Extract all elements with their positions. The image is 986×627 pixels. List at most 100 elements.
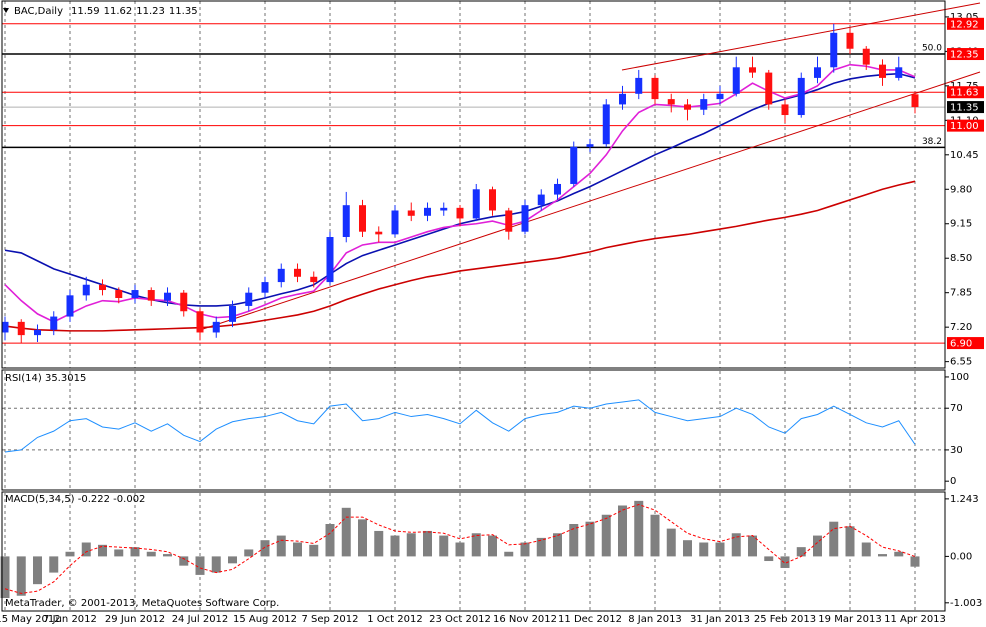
level-label: 6.90 xyxy=(950,339,972,350)
x-tick-label: 25 Feb 2013 xyxy=(754,614,816,625)
histogram-bar xyxy=(114,549,124,557)
candle-body xyxy=(440,207,448,211)
y-tick-label: 7.20 xyxy=(950,322,972,333)
candle-body xyxy=(781,104,789,116)
histogram-bar xyxy=(796,547,806,557)
y-tick-label: 1.243 xyxy=(950,494,979,505)
candle-body xyxy=(505,210,513,232)
level-box xyxy=(947,101,984,114)
candle-body xyxy=(342,205,350,238)
candle-body xyxy=(619,93,626,105)
candle-body xyxy=(180,292,188,312)
histogram-bar xyxy=(16,556,26,596)
histogram-bar xyxy=(423,530,432,557)
candle-body xyxy=(537,194,545,206)
macd-title: MACD(5,34,5) -0.222 -0.002 xyxy=(5,494,145,505)
candle-body xyxy=(294,268,301,277)
candle-body xyxy=(164,292,171,301)
histogram-bar xyxy=(65,551,75,557)
x-tick-label: 24 Jul 2012 xyxy=(172,614,229,625)
menu-icon xyxy=(3,8,9,13)
histogram-bar xyxy=(211,556,221,573)
candle-body xyxy=(359,205,366,232)
histogram-bar xyxy=(358,519,367,557)
y-tick-label: 30 xyxy=(950,445,963,456)
fib-label: 50.0 xyxy=(922,44,942,54)
x-tick-label: 1 Oct 2012 xyxy=(367,614,422,625)
histogram-bar xyxy=(130,547,140,557)
candle-body xyxy=(115,290,123,298)
histogram-bar xyxy=(471,533,481,557)
y-tick-label: -1.003 xyxy=(950,598,982,609)
x-tick-label: 7 Sep 2012 xyxy=(301,614,358,625)
candle-body xyxy=(651,77,659,100)
y-tick-label: 100 xyxy=(950,372,969,383)
candle-body xyxy=(277,268,285,283)
candle-body xyxy=(407,210,415,216)
histogram-bar xyxy=(455,542,465,557)
histogram-bar xyxy=(618,505,627,557)
ohlc-high: 11.62 xyxy=(104,6,133,17)
y-tick-label: 13.05 xyxy=(950,12,979,23)
x-tick-label: 11 Dec 2012 xyxy=(558,614,622,625)
candle-body xyxy=(570,146,578,184)
histogram-bar xyxy=(536,537,546,557)
histogram-bar xyxy=(601,514,611,557)
moving-average xyxy=(4,180,916,332)
candle-body xyxy=(602,104,610,145)
candle-body xyxy=(147,290,155,301)
candle-body xyxy=(326,237,334,283)
histogram-bar xyxy=(504,551,514,557)
histogram-bar xyxy=(829,521,839,557)
candle-body xyxy=(489,189,496,211)
histogram-bar xyxy=(341,507,351,557)
histogram-bar xyxy=(650,514,660,557)
candle-body xyxy=(424,207,431,216)
trend-line xyxy=(621,2,981,71)
level-box xyxy=(947,337,984,350)
candle-body xyxy=(586,144,594,147)
marks-layer xyxy=(0,23,920,599)
histogram-bar xyxy=(878,554,887,557)
histogram-bar xyxy=(715,542,725,557)
histogram-bar xyxy=(293,542,302,557)
y-tick-label: 10.45 xyxy=(950,150,979,161)
x-tick-label: 16 Nov 2012 xyxy=(493,614,557,625)
histogram-bar xyxy=(666,528,676,557)
histogram-bar xyxy=(309,544,319,557)
histogram-bar xyxy=(813,535,822,557)
level-label: 12.35 xyxy=(950,50,979,61)
histogram-bar xyxy=(569,524,579,557)
candle-body xyxy=(34,329,41,336)
histogram-bar xyxy=(163,554,172,557)
candle-body xyxy=(862,48,870,65)
pane-frame xyxy=(1,0,946,369)
histogram-bar xyxy=(780,556,790,568)
candle-body xyxy=(700,99,708,110)
candle-body xyxy=(814,67,821,78)
candle-body xyxy=(472,189,480,219)
histogram-bar xyxy=(585,521,595,557)
histogram-bar xyxy=(683,540,692,557)
histogram-bar xyxy=(699,542,709,557)
histogram-bar xyxy=(146,551,156,557)
chart-header: BAC,Daily 11.59 11.62 11.23 11.35 xyxy=(14,6,198,17)
level-label: 11.00 xyxy=(950,121,979,132)
histogram-bar xyxy=(488,535,497,557)
level-box xyxy=(947,86,984,99)
candle-body xyxy=(1,321,9,333)
histogram-bar xyxy=(374,530,384,557)
copyright: MetaTrader, © 2001-2013, MetaQuotes Soft… xyxy=(5,598,279,609)
candle-body xyxy=(732,67,740,94)
rsi-line xyxy=(4,399,916,453)
symbol: BAC,Daily xyxy=(14,6,63,17)
y-tick-label: 7.85 xyxy=(950,288,972,299)
candle-body xyxy=(667,99,675,105)
ohlc-open: 11.59 xyxy=(71,6,100,17)
histogram-bar xyxy=(81,542,91,557)
candle-body xyxy=(456,207,464,219)
histogram-bar xyxy=(260,540,270,557)
histogram-bar xyxy=(861,542,871,557)
